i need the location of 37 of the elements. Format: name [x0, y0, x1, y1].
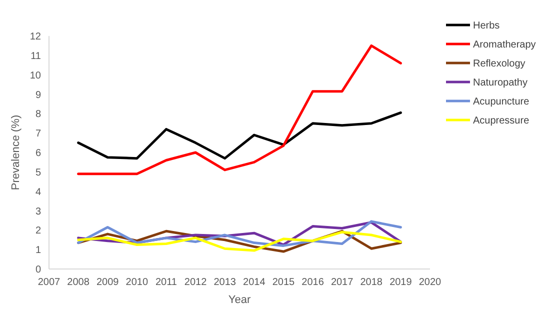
- x-tick-label: 2015: [272, 277, 296, 288]
- x-tick-label: 2013: [214, 277, 236, 288]
- x-tick-label: 2011: [155, 277, 178, 288]
- x-tick-label: 2007: [38, 277, 61, 288]
- y-tick-label: 0: [35, 264, 42, 276]
- y-tick-label: 10: [30, 70, 42, 82]
- y-tick-label: 12: [30, 32, 42, 42]
- x-tick-label: 2009: [96, 277, 120, 288]
- x-tick-label: 2018: [360, 277, 383, 288]
- x-tick-label: 2014: [243, 277, 266, 288]
- x-tick-label: 2008: [67, 277, 90, 288]
- x-tick-label: 2012: [184, 277, 208, 288]
- legend-label: Naturopathy: [473, 78, 528, 88]
- y-tick-label: 1: [35, 245, 42, 256]
- y-tick-label: 5: [35, 167, 42, 178]
- y-tick-label: 3: [35, 206, 42, 218]
- line-series: [77, 111, 402, 160]
- legend-label: Aromatherapy: [473, 40, 536, 50]
- y-tick-label: 11: [30, 50, 42, 62]
- legend-label: Acupressure: [473, 116, 530, 126]
- y-tick-label: 9: [35, 90, 42, 101]
- y-tick-label: 4: [35, 186, 42, 198]
- y-axis-title: Prevalence (%): [10, 114, 22, 190]
- x-tick-label: 2019: [390, 277, 412, 288]
- y-tick-label: 7: [35, 128, 42, 140]
- line-series: [77, 44, 402, 176]
- x-tick-label: 2016: [302, 277, 324, 288]
- x-tick-label: 2017: [330, 277, 354, 288]
- y-tick-label: 8: [35, 109, 42, 120]
- legend-label: Acupuncture: [473, 96, 530, 108]
- legend-label: Herbs: [473, 20, 500, 32]
- x-tick-label: 2010: [126, 277, 148, 288]
- legend-label: Reflexology: [473, 58, 526, 70]
- y-tick-label: 6: [35, 148, 42, 159]
- x-tick-label: 2020: [418, 277, 442, 288]
- x-axis-title: Year: [228, 294, 251, 306]
- y-tick-label: 2: [35, 226, 42, 237]
